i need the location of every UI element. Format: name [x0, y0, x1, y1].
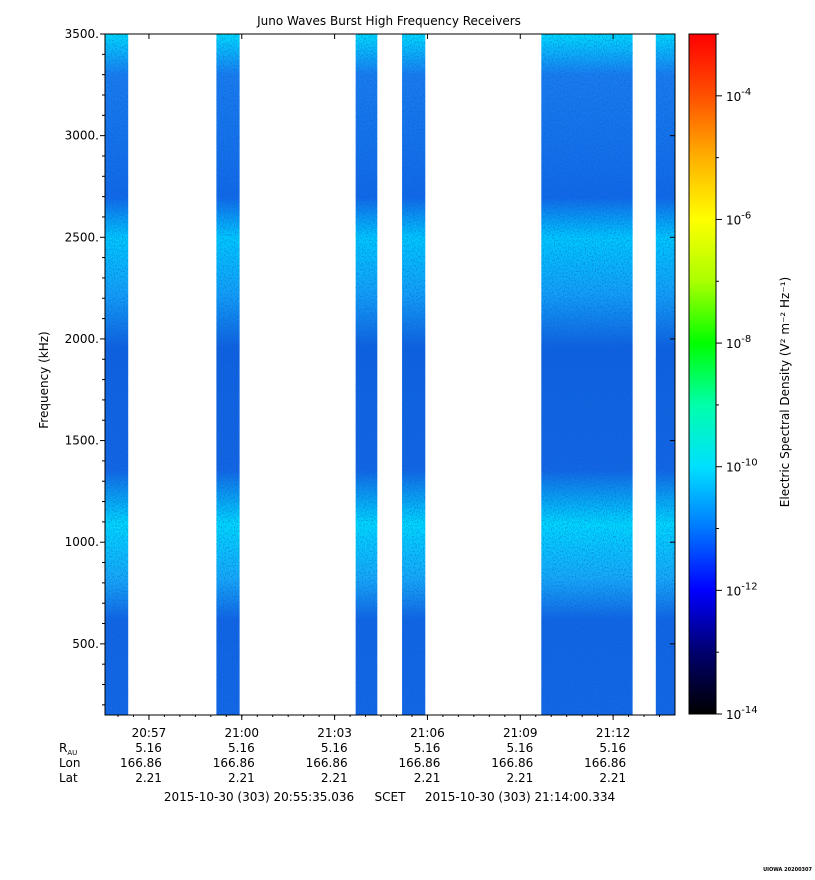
colorbar-tick-label: 10-6 — [726, 210, 751, 227]
colorbar: 10-14 10-12 10-10 10-8 10-6 10-4 — [688, 33, 758, 722]
plot-area — [105, 34, 675, 715]
y-axis: 3500. 3000. 2500. 2000. 1500. 1000. 500. — [65, 27, 675, 706]
ephemeris-value: 5.16 — [414, 741, 441, 755]
time-span-start: 2015-10-30 (303) 20:55:35.036 — [164, 790, 354, 804]
y-tick-label: 2000. — [65, 332, 99, 346]
x-tick-label: 20:57 — [132, 726, 167, 740]
time-span-end: 2015-10-30 (303) 21:14:00.334 — [425, 790, 615, 804]
spectrogram-block-noise — [105, 34, 129, 715]
ephemeris-value: 5.16 — [228, 741, 255, 755]
x-tick-label: 21:00 — [224, 726, 259, 740]
colorbar-label: Electric Spectral Density (V² m⁻² Hz⁻¹) — [778, 277, 792, 507]
spectrogram-block-noise — [402, 34, 426, 715]
spectrogram-block-noise — [216, 34, 240, 715]
y-tick-label: 1000. — [65, 535, 99, 549]
y-tick-label: 3000. — [65, 129, 99, 143]
colorbar-tick-label: 10-4 — [726, 87, 751, 104]
ephemeris-value: 5.16 — [321, 741, 348, 755]
x-tick-label: 21:03 — [317, 726, 352, 740]
ephemeris-value: 166.86 — [306, 756, 348, 770]
ephemeris-value: 166.86 — [584, 756, 626, 770]
chart-title: Juno Waves Burst High Frequency Receiver… — [256, 14, 521, 28]
spectrogram-block-noise — [655, 34, 675, 715]
y-axis-label: Frequency (kHz) — [37, 331, 51, 428]
colorbar-tick-label: 10-8 — [726, 334, 751, 351]
y-tick-label: 500. — [72, 637, 99, 651]
ephemeris-value: 2.21 — [135, 771, 162, 785]
ephemeris-value: 5.16 — [507, 741, 534, 755]
ephemeris-row-label: RAU — [59, 741, 77, 757]
ephemeris-value: 5.16 — [599, 741, 626, 755]
stamp: UIOWA 20200307 — [763, 867, 812, 873]
ephemeris-value: 2.21 — [321, 771, 348, 785]
ephemeris-value: 2.21 — [228, 771, 255, 785]
x-tick-label: 21:12 — [596, 726, 631, 740]
colorbar-tick-label: 10-10 — [726, 458, 758, 475]
colorbar-gradient — [688, 33, 717, 715]
colorbar-label-text: Electric Spectral Density (V² m⁻² Hz⁻¹) — [778, 277, 792, 507]
ephemeris-value: 2.21 — [414, 771, 441, 785]
spectrogram-block-noise — [355, 34, 378, 715]
ephemeris-value: 5.16 — [135, 741, 162, 755]
ephemeris-row-label: Lon — [59, 756, 80, 770]
ephemeris-value: 166.86 — [398, 756, 440, 770]
y-tick-label: 1500. — [65, 434, 99, 448]
colorbar-tick-label: 10-14 — [726, 705, 758, 722]
y-tick-label: 3500. — [65, 27, 99, 41]
x-tick-label: 21:06 — [410, 726, 445, 740]
plot-frame — [104, 33, 676, 716]
ephemeris-value: 2.21 — [507, 771, 534, 785]
x-tick-label: 21:09 — [503, 726, 538, 740]
colorbar-tick-label: 10-12 — [726, 581, 758, 598]
y-tick-label: 2500. — [65, 230, 99, 244]
ephemeris-value: 166.86 — [491, 756, 533, 770]
ephemeris-value: 166.86 — [120, 756, 162, 770]
x-axis: 20:57 21:00 21:03 21:06 21:09 21:12 — [117, 34, 661, 740]
ephemeris-row-label: Lat — [59, 771, 78, 785]
ephemeris-table: RAU 5.16 5.16 5.16 5.16 5.16 5.16 Lon 166.86 166.… — [59, 741, 626, 785]
spectrogram-block-noise — [541, 34, 633, 715]
time-span-frame: SCET — [375, 790, 407, 804]
ephemeris-value: 2.21 — [599, 771, 626, 785]
ephemeris-value: 166.86 — [213, 756, 255, 770]
